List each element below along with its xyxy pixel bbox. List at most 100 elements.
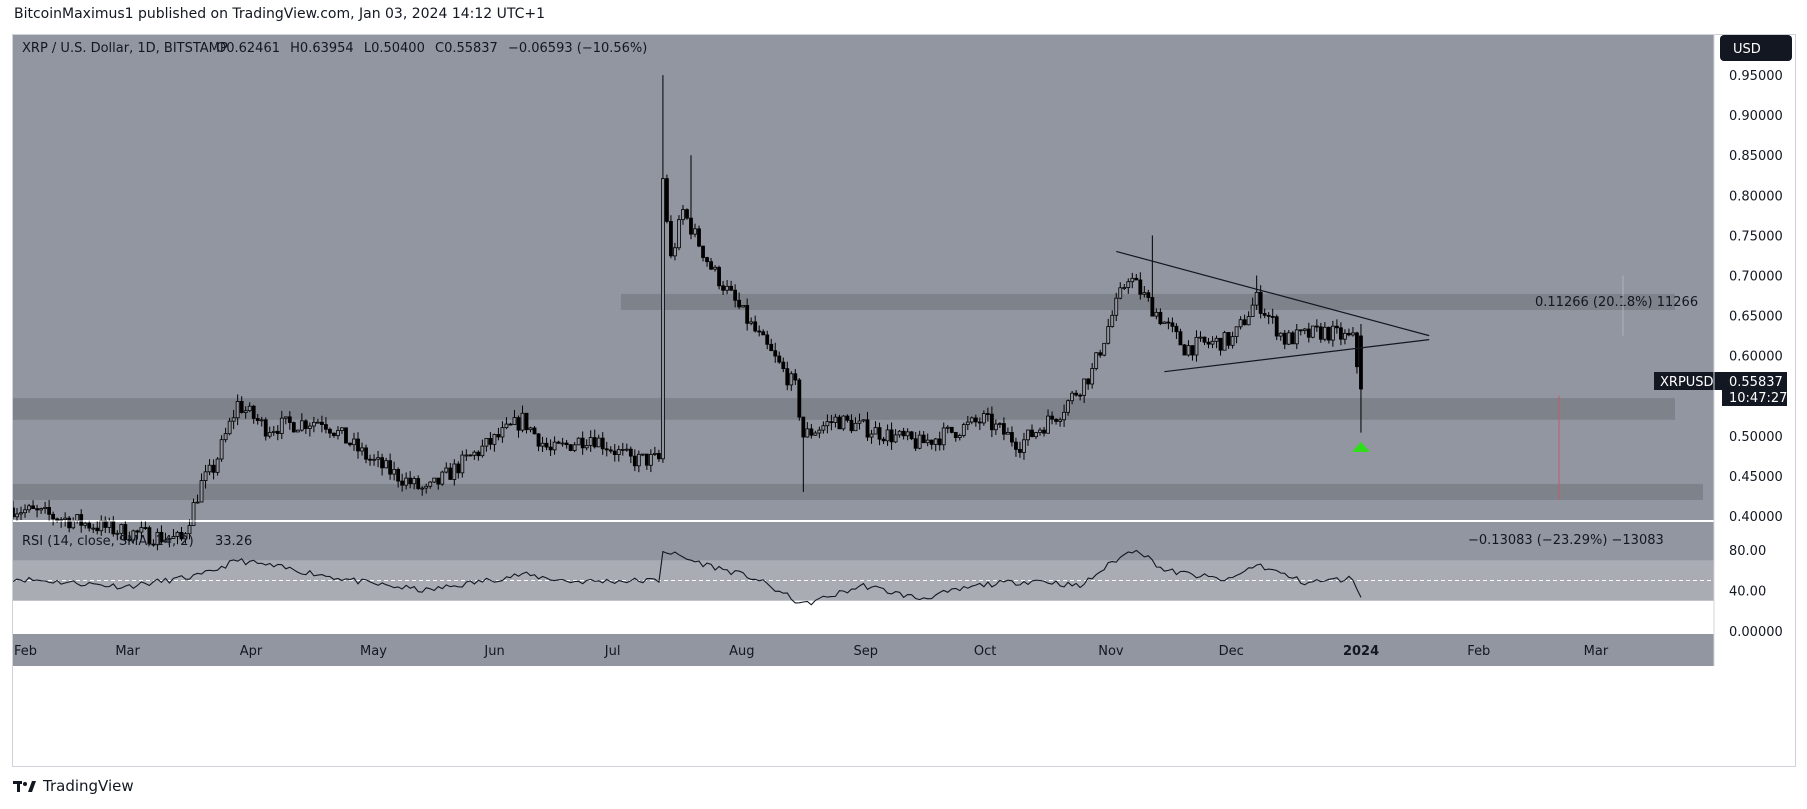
candle-body <box>271 430 276 433</box>
candle-body <box>793 373 798 381</box>
candle-body <box>324 424 328 430</box>
chart-frame[interactable]: 0.95000 0.90000 0.85000 0.80000 0.75000 0.700… <box>11 34 1796 767</box>
candle-body <box>512 417 517 425</box>
candle-body <box>107 520 112 528</box>
candle-body <box>476 451 481 457</box>
candle-body <box>332 432 336 437</box>
time-tick-label: Dec <box>1219 644 1244 659</box>
candle-body <box>1334 325 1339 329</box>
footer: TradingView <box>13 777 134 795</box>
candle-body <box>71 520 76 529</box>
candle-body <box>801 416 806 438</box>
candle-body <box>1018 448 1022 453</box>
candle-body <box>741 304 746 308</box>
legend-high-value: 0.63954 <box>300 41 354 56</box>
candle-body <box>1218 337 1223 351</box>
time-axis-area[interactable] <box>13 634 1714 666</box>
candle-body <box>773 350 778 357</box>
candle-body <box>1146 292 1151 298</box>
candle-body <box>604 448 609 451</box>
candle-body <box>79 514 84 526</box>
candle-body <box>436 477 441 485</box>
candle-body <box>1310 325 1315 338</box>
price-axis-area[interactable] <box>1714 35 1795 666</box>
candle-body <box>993 423 998 431</box>
candle-body <box>372 458 376 461</box>
candle-body <box>1306 328 1311 338</box>
candle-body <box>488 438 493 445</box>
candle-body <box>356 438 360 452</box>
rsi-legend-value: 33.26 <box>215 534 252 549</box>
candle-body <box>1314 325 1319 328</box>
candle-body <box>1098 352 1103 356</box>
candle-body <box>287 416 292 423</box>
candle-body <box>1250 304 1255 317</box>
candle-body <box>548 446 553 451</box>
support-resistance-zone <box>13 483 1703 500</box>
candle-body <box>933 438 938 445</box>
price-tick-label: 0.40000 <box>1729 510 1783 525</box>
candle-body <box>1058 419 1062 422</box>
candle-body <box>1222 332 1227 351</box>
main-plot-area[interactable] <box>13 35 1714 520</box>
support-resistance-zone <box>13 398 1675 420</box>
candle-body <box>532 427 537 435</box>
candle-body <box>1347 332 1351 336</box>
candle-body <box>845 415 850 421</box>
candle-body <box>440 471 445 485</box>
candle-body <box>733 289 738 301</box>
candle-body <box>745 304 750 324</box>
candle-body <box>636 453 641 467</box>
time-tick-label: Oct <box>974 644 996 659</box>
legend-change: −0.06593 (−10.56%) <box>508 41 647 56</box>
time-tick-label: Mar <box>1584 644 1609 659</box>
candle-body <box>404 477 409 486</box>
candle-body <box>1090 368 1095 385</box>
candle-body <box>1154 311 1159 317</box>
candle-body <box>901 430 906 437</box>
candle-body <box>416 478 421 489</box>
candle-body <box>1294 329 1299 345</box>
candle-body <box>905 431 910 437</box>
candle-body <box>364 447 368 460</box>
candle-body <box>516 417 521 431</box>
candle-body <box>1094 352 1099 369</box>
candle-body <box>259 419 264 422</box>
currency-button[interactable]: USD <box>1720 35 1792 61</box>
candle-body <box>1351 332 1355 336</box>
candle-body <box>1258 291 1263 314</box>
candle-body <box>139 527 144 533</box>
price-label-symbol: XRPUSD <box>1660 375 1714 390</box>
candle-body <box>925 439 930 444</box>
candle-body <box>508 423 513 426</box>
candle-body <box>336 430 340 437</box>
time-tick-label: Feb <box>1467 644 1490 659</box>
candle-body <box>464 454 469 457</box>
chart-svg[interactable]: 0.95000 0.90000 0.85000 0.80000 0.75000 0.700… <box>11 35 1795 766</box>
candle-body <box>255 418 260 421</box>
candle-body <box>693 228 697 235</box>
candle-body <box>600 437 605 450</box>
candle-body <box>500 427 505 438</box>
candle-body <box>797 379 802 418</box>
candle-body <box>1246 316 1251 326</box>
candle-body <box>19 512 23 515</box>
candle-body <box>131 530 136 541</box>
candle-body <box>1322 326 1327 340</box>
candle-body <box>536 433 541 447</box>
legend-close-value: 0.55837 <box>444 41 498 56</box>
price-tick-label: 0.80000 <box>1729 189 1783 204</box>
price-tick-label: 0.50000 <box>1729 430 1783 445</box>
candle-body <box>785 368 790 386</box>
candle-body <box>552 441 557 451</box>
candle-body <box>520 412 525 431</box>
price-tick-label: 0.65000 <box>1729 310 1783 325</box>
candle-body <box>1010 432 1014 443</box>
time-tick-label: Jul <box>604 644 621 659</box>
candle-body <box>1198 336 1203 339</box>
candle-body <box>937 438 942 446</box>
candle-body <box>648 453 653 466</box>
candle-body <box>737 299 742 308</box>
candle-body <box>1330 325 1335 341</box>
candle-body <box>685 209 689 219</box>
